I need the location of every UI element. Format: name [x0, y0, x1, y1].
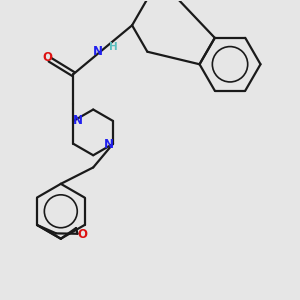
Text: O: O — [77, 228, 88, 241]
Text: N: N — [93, 45, 103, 58]
Text: N: N — [104, 138, 114, 151]
Text: O: O — [42, 51, 52, 64]
Text: N: N — [73, 114, 83, 127]
Text: H: H — [109, 42, 117, 52]
